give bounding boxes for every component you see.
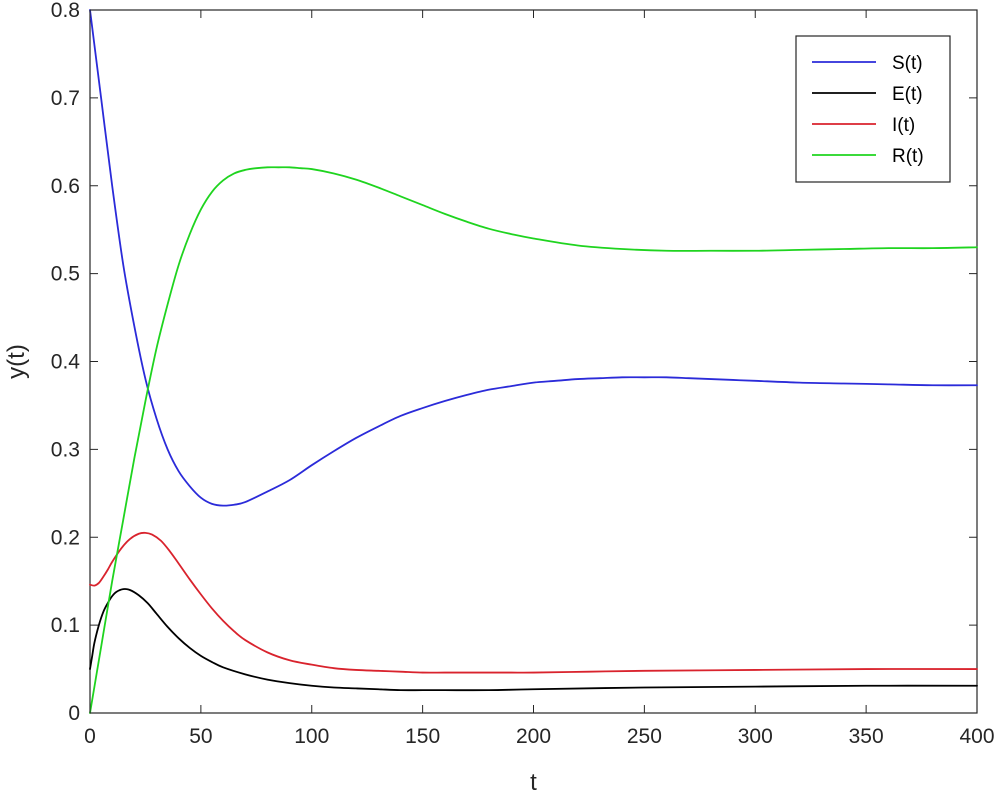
y-tick-label: 0.4 <box>51 351 81 374</box>
y-tick-label: 0.8 <box>51 0 80 22</box>
x-tick-label: 350 <box>849 725 884 748</box>
legend-label: R(t) <box>892 146 924 167</box>
legend-label: I(t) <box>892 115 915 136</box>
x-tick-label: 50 <box>189 725 212 748</box>
x-tick-label: 150 <box>405 725 440 748</box>
legend: S(t) E(t) I(t) R(t) <box>795 35 951 183</box>
legend-label: E(t) <box>892 84 923 105</box>
x-axis-ticks: 0 50 100 150 200 250 300 350 400 <box>84 10 995 748</box>
y-tick-label: 0.7 <box>51 87 80 110</box>
y-tick-label: 0 <box>68 702 80 725</box>
x-axis-title: t <box>530 769 537 796</box>
y-tick-label: 0.6 <box>51 175 80 198</box>
legend-label: S(t) <box>892 53 923 74</box>
y-tick-label: 0.1 <box>51 614 80 637</box>
series-line-e <box>89 588 978 692</box>
x-tick-label: 250 <box>627 725 662 748</box>
y-tick-label: 0.2 <box>51 526 80 549</box>
x-tick-label: 200 <box>516 725 551 748</box>
x-tick-label: 0 <box>84 725 96 748</box>
series-line-s <box>89 9 978 507</box>
series-line-r <box>89 166 978 714</box>
series-line-i <box>89 531 978 674</box>
y-axis-title: y(t) <box>3 344 30 379</box>
y-tick-label: 0.5 <box>51 263 80 286</box>
series-layer <box>89 9 978 714</box>
y-tick-label: 0.3 <box>51 438 80 461</box>
x-tick-label: 300 <box>738 725 773 748</box>
x-tick-label: 100 <box>294 725 329 748</box>
legend-box <box>795 35 951 183</box>
x-tick-label: 400 <box>959 725 994 748</box>
y-axis-ticks: 0 0.1 0.2 0.3 0.4 0.5 0.6 0.7 0.8 <box>51 0 977 725</box>
